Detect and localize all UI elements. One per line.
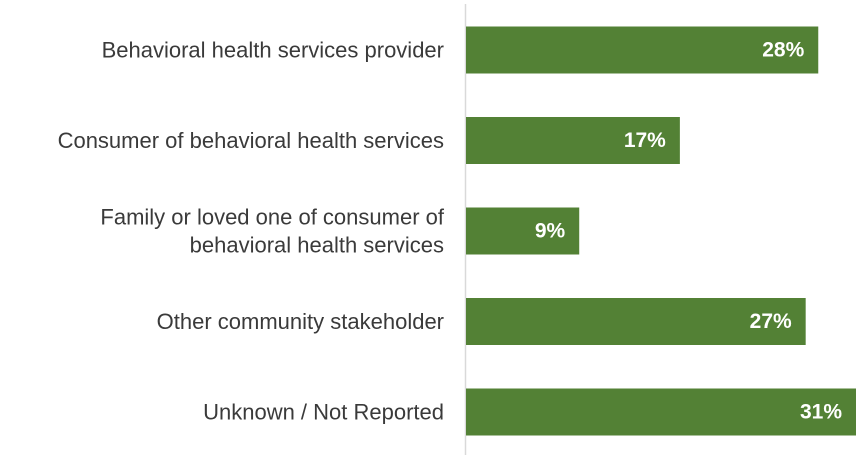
category-label-4: Unknown / Not Reported xyxy=(203,400,444,425)
category-label-0: Behavioral health services provider xyxy=(102,38,444,63)
bar-2 xyxy=(466,207,580,255)
category-label-line: behavioral health services xyxy=(190,233,444,258)
category-label-2: Family or loved one of consumer of behavi… xyxy=(100,205,444,258)
bar-value-label-3: 27% xyxy=(750,310,792,333)
category-label-line: Family or loved one of consumer of xyxy=(100,205,444,230)
bar-value-label-4: 31% xyxy=(800,401,842,424)
bar-4 xyxy=(466,388,856,436)
category-label-line: Unknown / Not Reported xyxy=(203,400,444,425)
category-label-1: Consumer of behavioral health services xyxy=(58,128,444,153)
bar-value-label-1: 17% xyxy=(624,129,666,152)
bar-value-label-2: 9% xyxy=(535,220,566,243)
category-label-3: Other community stakeholder xyxy=(157,309,444,334)
bar-1 xyxy=(466,117,680,164)
bar-3 xyxy=(466,298,806,345)
category-label-line: Consumer of behavioral health services xyxy=(58,128,444,153)
bar-0 xyxy=(466,26,819,74)
category-label-line: Other community stakeholder xyxy=(157,309,444,334)
bar-value-label-0: 28% xyxy=(762,39,804,62)
category-label-line: Behavioral health services provider xyxy=(102,38,444,63)
